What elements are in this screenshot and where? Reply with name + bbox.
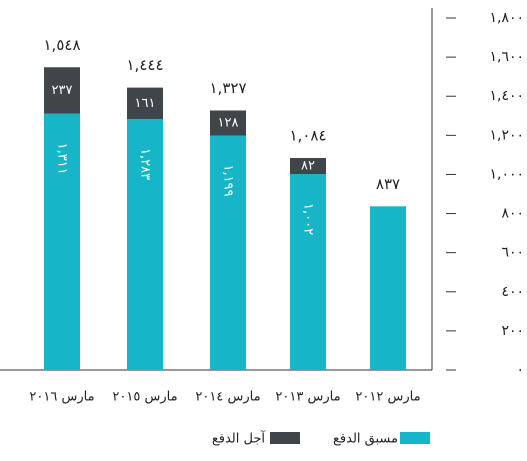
bar-segment [210,135,246,370]
y-tick-label: ٨٠٠ [501,206,524,222]
y-tick-label: ٢٠٠ [501,323,524,339]
segment-label: ١,٣١١ [55,143,70,175]
y-tick-label: ٠ [516,362,524,378]
total-label: ١,٤٤٤ [127,56,164,74]
y-tick-label: ١,٨٠٠ [489,10,524,26]
segment-label: ١,١٩٩ [221,164,236,196]
legend-label: آجل الدفع [212,430,267,447]
bar-segment [127,119,163,370]
bar-segment [44,113,80,371]
y-tick-label: ٤٠٠ [501,284,524,300]
y-tick-label: ١,٢٠٠ [489,127,524,143]
segment-label: ١,٠٠٢ [301,203,316,235]
legend-label: مسبق الدفع [333,432,398,447]
segment-label: ٨٢ [301,159,315,174]
legend-swatch [270,432,300,444]
total-label: ١,٣٢٧ [210,79,247,97]
segment-label: ١٦١ [135,96,156,111]
x-tick-label: مارس ٢٠١٤ [195,390,260,405]
bar-segment [44,67,80,114]
y-tick-label: ١,٠٠٠ [489,166,524,182]
bar-segment [210,110,246,136]
y-tick-label: ٦٠٠ [501,245,524,261]
total-label: ٨٣٧ [376,175,400,193]
bar-segment [290,158,326,175]
segment-label: ١,٢٨٣ [138,148,153,180]
segment-label: ٢٣٧ [52,83,73,98]
bar-segment [370,206,406,370]
y-tick-label: ١,٤٠٠ [489,88,524,104]
bar-segment [127,87,163,120]
x-tick-label: مارس ٢٠١٣ [275,390,340,405]
x-tick-label: مارس ٢٠١٢ [355,390,420,405]
x-tick-label: مارس ٢٠١٥ [112,390,177,405]
total-label: ١,٠٨٤ [290,127,327,145]
bar-segment [290,174,326,370]
y-tick-label: ١,٦٠٠ [489,49,524,65]
x-tick-label: مارس ٢٠١٦ [29,390,94,405]
total-label: ١,٥٤٨ [44,36,81,54]
segment-label: ١٢٨ [218,116,239,131]
legend-swatch [400,432,430,444]
